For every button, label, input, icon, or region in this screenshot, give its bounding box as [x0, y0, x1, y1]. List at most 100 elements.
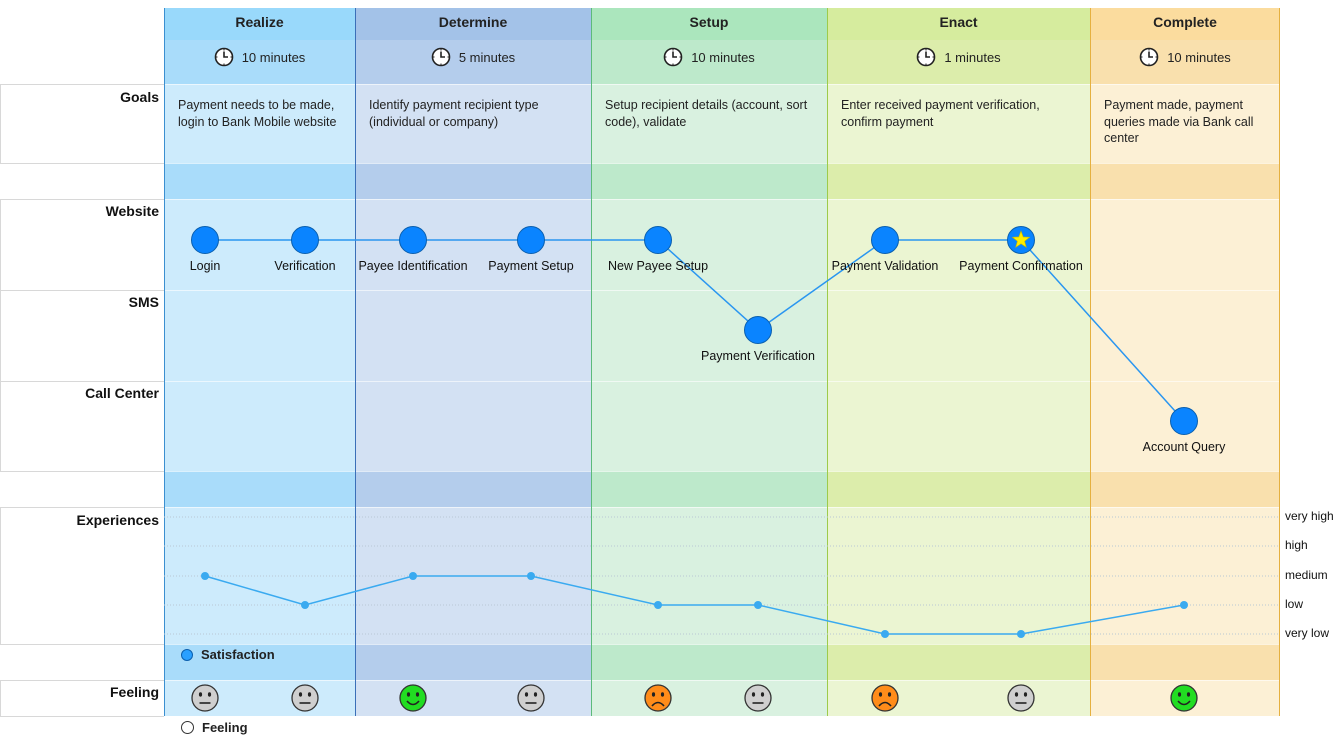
row-divider [355, 507, 591, 508]
phase-band [1090, 644, 1280, 680]
row-divider [355, 84, 591, 85]
experience-point [409, 572, 417, 580]
phase-band [591, 40, 827, 84]
phase-band [827, 644, 1090, 680]
row-divider [591, 680, 827, 681]
row-label-website: Website [105, 203, 159, 219]
feeling-neutral-icon [1007, 684, 1035, 712]
row-divider [355, 644, 591, 645]
phase-band [1090, 163, 1280, 199]
row-divider [827, 381, 1090, 382]
row-divider [1090, 680, 1280, 681]
touchpoint-node [871, 226, 899, 254]
feeling-neutral-icon [291, 684, 319, 712]
label-border [0, 680, 1, 716]
phase-title-realize: Realize [235, 14, 284, 30]
row-label-feeling: Feeling [109, 684, 159, 700]
feeling-happy-icon [399, 684, 427, 712]
experience-level-label: very low [1285, 626, 1330, 640]
duration-text: 10 minutes [1167, 49, 1231, 65]
phase-band [355, 680, 591, 716]
row-divider [355, 381, 591, 382]
label-divider [0, 163, 164, 164]
row-divider [1090, 507, 1280, 508]
phase-border-right [1279, 8, 1280, 716]
phase-band [355, 199, 591, 471]
phase-title-determine: Determine [438, 14, 508, 30]
row-divider [355, 290, 591, 291]
feeling-neutral-icon [191, 684, 219, 712]
experience-level-label: high [1285, 538, 1308, 552]
row-divider [164, 290, 355, 291]
touchpoint-label: Payment Validation [832, 259, 939, 273]
label-divider [0, 471, 164, 472]
phase-duration-enact: 1 minutes [827, 47, 1090, 67]
phase-band [164, 84, 355, 163]
row-divider [164, 644, 355, 645]
row-divider [827, 471, 1090, 472]
experience-point [527, 572, 535, 580]
experience-point [654, 601, 662, 609]
phase-duration-realize: 10 minutes [164, 47, 355, 67]
phase-band [355, 163, 591, 199]
phase-band [1090, 84, 1280, 163]
phase-band [1090, 8, 1280, 40]
row-label-goals: Goals [120, 89, 159, 105]
touchpoint-node [399, 226, 427, 254]
phase-band [355, 644, 591, 680]
label-border [0, 84, 1, 163]
phase-title-enact: Enact [939, 14, 978, 30]
phase-band [591, 644, 827, 680]
row-divider [827, 644, 1090, 645]
touchpoint-label: Login [190, 259, 221, 273]
row-divider [827, 507, 1090, 508]
touchpoint-node [644, 226, 672, 254]
star-icon [1011, 230, 1031, 248]
experience-level-label: very high [1285, 509, 1334, 523]
row-label-call-center: Call Center [85, 385, 159, 401]
touchpoint-label: Payee Identification [358, 259, 467, 273]
phase-border-left [355, 8, 356, 716]
phase-border-left [591, 8, 592, 716]
phase-band [591, 199, 827, 471]
feeling-happy-icon [1170, 684, 1198, 712]
legend-feeling: Feeling [181, 720, 248, 735]
phase-band [827, 680, 1090, 716]
touchpoint-label: Payment Confirmation [959, 259, 1083, 273]
row-divider [591, 471, 827, 472]
row-divider [355, 163, 591, 164]
label-divider [0, 290, 164, 291]
row-divider [355, 680, 591, 681]
experience-point [1017, 630, 1025, 638]
row-divider [164, 680, 355, 681]
phase-band [1090, 40, 1280, 84]
phase-goal-realize: Payment needs to be made, login to Bank … [178, 98, 337, 129]
touchpoint-node [517, 226, 545, 254]
feeling-sad-icon [871, 684, 899, 712]
experience-level-label: low [1285, 597, 1304, 611]
row-label-experiences: Experiences [76, 512, 160, 528]
phase-band [591, 84, 827, 163]
clock-icon [663, 47, 683, 67]
row-divider [164, 381, 355, 382]
phase-goal-setup: Setup recipient details (account, sort c… [605, 98, 808, 129]
phase-duration-setup: 10 minutes [591, 47, 827, 67]
row-divider [1090, 163, 1280, 164]
feeling-icon [181, 721, 194, 734]
experience-point [881, 630, 889, 638]
legend-satisfaction-label: Satisfaction [201, 647, 275, 662]
phase-band [591, 8, 827, 40]
feeling-neutral-icon [517, 684, 545, 712]
label-divider [0, 680, 164, 681]
row-divider [827, 84, 1090, 85]
phase-band [827, 8, 1090, 40]
feeling-neutral-icon [744, 684, 772, 712]
phase-band [591, 507, 827, 644]
phase-goal-determine: Identify payment recipient type (individ… [369, 98, 539, 129]
phase-duration-complete: 10 minutes [1090, 47, 1280, 67]
phase-band [164, 8, 355, 40]
experience-level-label: medium [1285, 568, 1328, 582]
phase-band [591, 680, 827, 716]
